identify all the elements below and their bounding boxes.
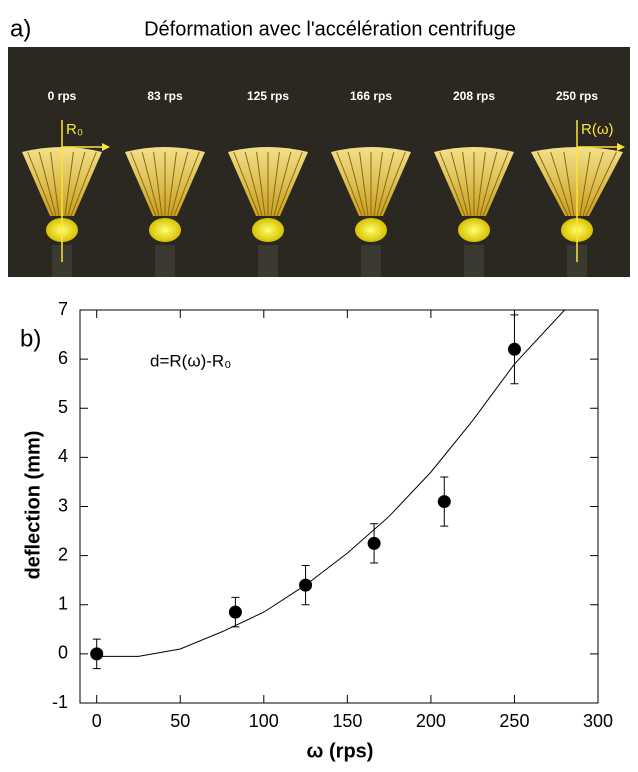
y-tick-label: 3 xyxy=(58,495,68,515)
feather-shaft xyxy=(482,151,509,217)
marker-label: R₀ xyxy=(66,121,83,138)
feather-shaft xyxy=(439,151,466,217)
x-tick-label: 300 xyxy=(583,711,613,731)
feather-shaft xyxy=(67,151,86,217)
y-tick-label: 1 xyxy=(58,594,68,614)
feather-shaft xyxy=(233,151,260,217)
fit-curve xyxy=(96,310,565,657)
x-tick-label: 0 xyxy=(92,711,102,731)
frame-label: 208 rps xyxy=(453,89,495,103)
panel-title: Déformation avec l'accélération centrifu… xyxy=(144,18,516,40)
feather-shaft xyxy=(50,151,60,217)
marker-label: R(ω) xyxy=(581,121,614,138)
stand xyxy=(155,245,175,277)
feather-shaft xyxy=(476,151,486,217)
feather-shaft xyxy=(359,151,369,217)
y-tick-label: 6 xyxy=(58,348,68,368)
x-tick-label: 200 xyxy=(416,711,446,731)
y-tick-label: 0 xyxy=(58,643,68,663)
feather-shaft xyxy=(376,151,395,217)
annotation: d=R(ω)-R₀ xyxy=(150,351,231,370)
shuttlecock-cork xyxy=(252,218,284,242)
feather-shaft xyxy=(167,151,177,217)
shuttlecock-cork xyxy=(149,218,181,242)
y-tick-label: 2 xyxy=(58,544,68,564)
shuttlecock-cork xyxy=(458,218,490,242)
feather-shaft xyxy=(153,151,163,217)
photo xyxy=(8,47,630,277)
feather-shaft xyxy=(64,151,74,217)
x-tick-label: 50 xyxy=(170,711,190,731)
feather-shaft xyxy=(270,151,280,217)
data-point xyxy=(90,647,104,661)
panel-label: b) xyxy=(20,325,41,352)
feather-shaft xyxy=(27,151,54,217)
feather-shaft xyxy=(479,151,498,217)
feather-shaft xyxy=(373,151,383,217)
feather-shaft xyxy=(462,151,472,217)
y-tick-label: 7 xyxy=(58,299,68,319)
y-axis-label: deflection (mm) xyxy=(22,431,44,580)
stand xyxy=(258,245,278,277)
feather-shaft xyxy=(550,151,572,217)
feather-shaft xyxy=(379,151,406,217)
feather-shaft xyxy=(579,151,591,217)
y-tick-label: 4 xyxy=(58,446,68,466)
shuttlecock-cork xyxy=(355,218,387,242)
feather-shaft xyxy=(563,151,575,217)
feather-shaft xyxy=(38,151,57,217)
data-point xyxy=(228,605,242,619)
data-point xyxy=(367,536,381,550)
feather-shaft xyxy=(244,151,263,217)
feather-shaft xyxy=(130,151,157,217)
y-tick-label: 5 xyxy=(58,397,68,417)
feather-shaft xyxy=(585,151,617,217)
feather-shaft xyxy=(70,151,97,217)
feather-shaft xyxy=(276,151,303,217)
arrow-head xyxy=(617,143,625,151)
feather-shaft xyxy=(450,151,469,217)
y-tick-label: -1 xyxy=(52,692,68,712)
arrow-head xyxy=(102,143,110,151)
feather-shaft xyxy=(273,151,292,217)
frame-label: 166 rps xyxy=(350,89,392,103)
feather-shaft xyxy=(256,151,266,217)
data-point xyxy=(299,578,313,592)
stand xyxy=(464,245,484,277)
x-tick-label: 100 xyxy=(249,711,279,731)
feather-shaft xyxy=(170,151,189,217)
feather-shaft xyxy=(141,151,160,217)
feather-shaft xyxy=(537,151,569,217)
data-point xyxy=(437,495,451,509)
data-point xyxy=(507,342,521,356)
x-tick-label: 250 xyxy=(499,711,529,731)
x-axis-label: ω (rps) xyxy=(307,740,374,762)
panel-label: a) xyxy=(10,15,31,42)
feather-shaft xyxy=(582,151,604,217)
x-tick-label: 150 xyxy=(332,711,362,731)
frame-label: 0 rps xyxy=(48,89,77,103)
frame-label: 250 rps xyxy=(556,89,598,103)
stand xyxy=(361,245,381,277)
feather-shaft xyxy=(347,151,366,217)
frame-label: 83 rps xyxy=(147,89,183,103)
frame-label: 125 rps xyxy=(247,89,289,103)
feather-shaft xyxy=(336,151,363,217)
feather-shaft xyxy=(173,151,200,217)
